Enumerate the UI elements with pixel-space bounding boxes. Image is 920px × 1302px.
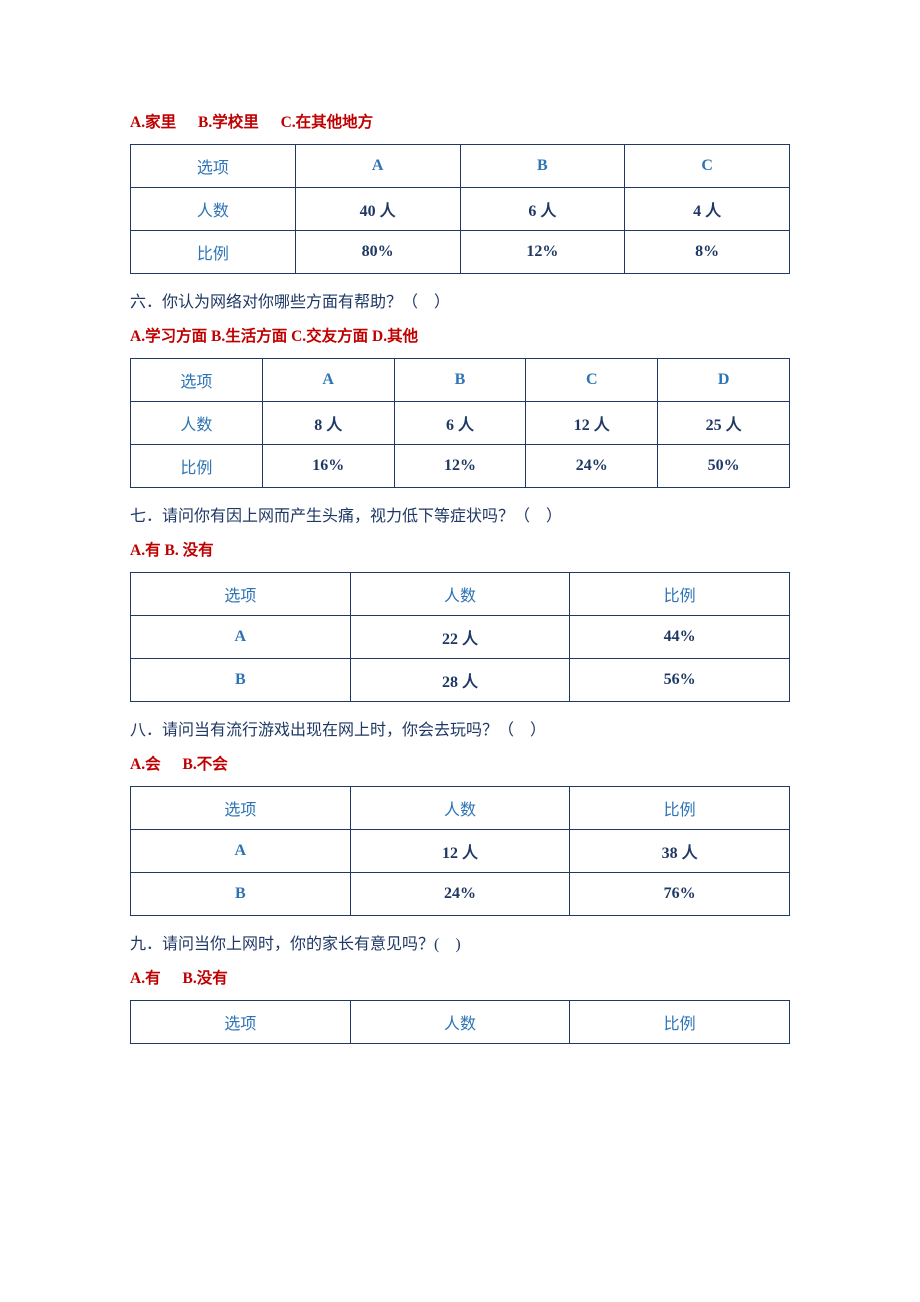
q5-col-a: A <box>295 145 460 188</box>
q7-header-option: 选项 <box>131 573 351 616</box>
q5-col-b: B <box>460 145 625 188</box>
q9-table: 选项 人数 比例 <box>130 1000 790 1044</box>
q6-count-d: 25 人 <box>658 402 790 445</box>
table-row: 选项 人数 比例 <box>131 573 790 616</box>
table-row: 比例 80% 12% 8% <box>131 231 790 274</box>
table-row: 选项 人数 比例 <box>131 1001 790 1044</box>
q6-col-b: B <box>394 359 526 402</box>
q7-row-a-opt: A <box>131 616 351 659</box>
q5-col-c: C <box>625 145 790 188</box>
q6-table: 选项 A B C D 人数 8 人 6 人 12 人 25 人 比例 16% 1… <box>130 358 790 488</box>
q5-count-label: 人数 <box>131 188 296 231</box>
q6-option-d: D.其他 <box>372 328 418 345</box>
q6-question: 六．你认为网络对你哪些方面有帮助？（ ） <box>130 288 790 312</box>
q6-pct-d: 50% <box>658 445 790 488</box>
q8-table: 选项 人数 比例 A 12 人 38 人 B 24% 76% <box>130 786 790 916</box>
q8-row-a-opt: A <box>131 830 351 873</box>
table-row: A 22 人 44% <box>131 616 790 659</box>
q6-pct-label: 比例 <box>131 445 263 488</box>
q6-pct-a: 16% <box>262 445 394 488</box>
q6-count-label: 人数 <box>131 402 263 445</box>
q8-row-b-pct: 76% <box>570 873 790 916</box>
q6-count-c: 12 人 <box>526 402 658 445</box>
q6-pct-c: 24% <box>526 445 658 488</box>
q6-option-a: A.学习方面 <box>130 328 207 345</box>
q5-pct-b: 12% <box>460 231 625 274</box>
q9-header-pct: 比例 <box>570 1001 790 1044</box>
q5-pct-a: 80% <box>295 231 460 274</box>
q6-col-d: D <box>658 359 790 402</box>
q7-row-b-pct: 56% <box>570 659 790 702</box>
q6-count-a: 8 人 <box>262 402 394 445</box>
q8-header-pct: 比例 <box>570 787 790 830</box>
table-row: 选项 人数 比例 <box>131 787 790 830</box>
q5-option-b: B.学校里 <box>198 114 259 131</box>
q7-option-b: B. 没有 <box>164 542 213 559</box>
q5-count-b: 6 人 <box>460 188 625 231</box>
q7-row-a-count: 22 人 <box>350 616 570 659</box>
q7-options: A.有 B. 没有 <box>130 538 790 560</box>
q7-row-b-count: 28 人 <box>350 659 570 702</box>
q8-row-b-opt: B <box>131 873 351 916</box>
q7-row-a-pct: 44% <box>570 616 790 659</box>
q5-pct-c: 8% <box>625 231 790 274</box>
table-row: A 12 人 38 人 <box>131 830 790 873</box>
q5-count-a: 40 人 <box>295 188 460 231</box>
q6-header-option: 选项 <box>131 359 263 402</box>
table-row: B 28 人 56% <box>131 659 790 702</box>
q7-table: 选项 人数 比例 A 22 人 44% B 28 人 56% <box>130 572 790 702</box>
q7-row-b-opt: B <box>131 659 351 702</box>
document-page: A.家里 B.学校里 C.在其他地方 选项 A B C 人数 40 人 6 人 … <box>0 0 920 1088</box>
q8-row-a-count: 12 人 <box>350 830 570 873</box>
q6-col-a: A <box>262 359 394 402</box>
q9-options: A.有 B.没有 <box>130 966 790 988</box>
q5-option-a: A.家里 <box>130 114 176 131</box>
q8-row-a-pct: 38 人 <box>570 830 790 873</box>
q7-header-pct: 比例 <box>570 573 790 616</box>
q6-options: A.学习方面 B.生活方面 C.交友方面 D.其他 <box>130 324 790 346</box>
q5-table: 选项 A B C 人数 40 人 6 人 4 人 比例 80% 12% 8% <box>130 144 790 274</box>
q5-options: A.家里 B.学校里 C.在其他地方 <box>130 110 790 132</box>
table-row: 选项 A B C D <box>131 359 790 402</box>
q6-option-c: C.交友方面 <box>291 328 368 345</box>
q8-header-count: 人数 <box>350 787 570 830</box>
q8-option-a: A.会 <box>130 756 161 773</box>
q8-row-b-count: 24% <box>350 873 570 916</box>
q9-header-option: 选项 <box>131 1001 351 1044</box>
table-row: 比例 16% 12% 24% 50% <box>131 445 790 488</box>
table-row: 人数 8 人 6 人 12 人 25 人 <box>131 402 790 445</box>
q5-option-c: C.在其他地方 <box>281 114 374 131</box>
q9-question: 九．请问当你上网时，你的家长有意见吗？( ) <box>130 930 790 954</box>
q7-option-a: A.有 <box>130 542 161 559</box>
q8-options: A.会 B.不会 <box>130 752 790 774</box>
table-row: 选项 A B C <box>131 145 790 188</box>
q5-header-option: 选项 <box>131 145 296 188</box>
q8-option-b: B.不会 <box>182 756 227 773</box>
q9-option-b: B.没有 <box>182 970 227 987</box>
table-row: B 24% 76% <box>131 873 790 916</box>
q9-option-a: A.有 <box>130 970 161 987</box>
q5-pct-label: 比例 <box>131 231 296 274</box>
q7-question: 七．请问你有因上网而产生头痛，视力低下等症状吗？（ ） <box>130 502 790 526</box>
q6-count-b: 6 人 <box>394 402 526 445</box>
q6-col-c: C <box>526 359 658 402</box>
q8-header-option: 选项 <box>131 787 351 830</box>
table-row: 人数 40 人 6 人 4 人 <box>131 188 790 231</box>
q8-question: 八．请问当有流行游戏出现在网上时，你会去玩吗？（ ） <box>130 716 790 740</box>
q9-header-count: 人数 <box>350 1001 570 1044</box>
q6-option-b: B.生活方面 <box>211 328 287 345</box>
q5-count-c: 4 人 <box>625 188 790 231</box>
q6-pct-b: 12% <box>394 445 526 488</box>
q7-header-count: 人数 <box>350 573 570 616</box>
